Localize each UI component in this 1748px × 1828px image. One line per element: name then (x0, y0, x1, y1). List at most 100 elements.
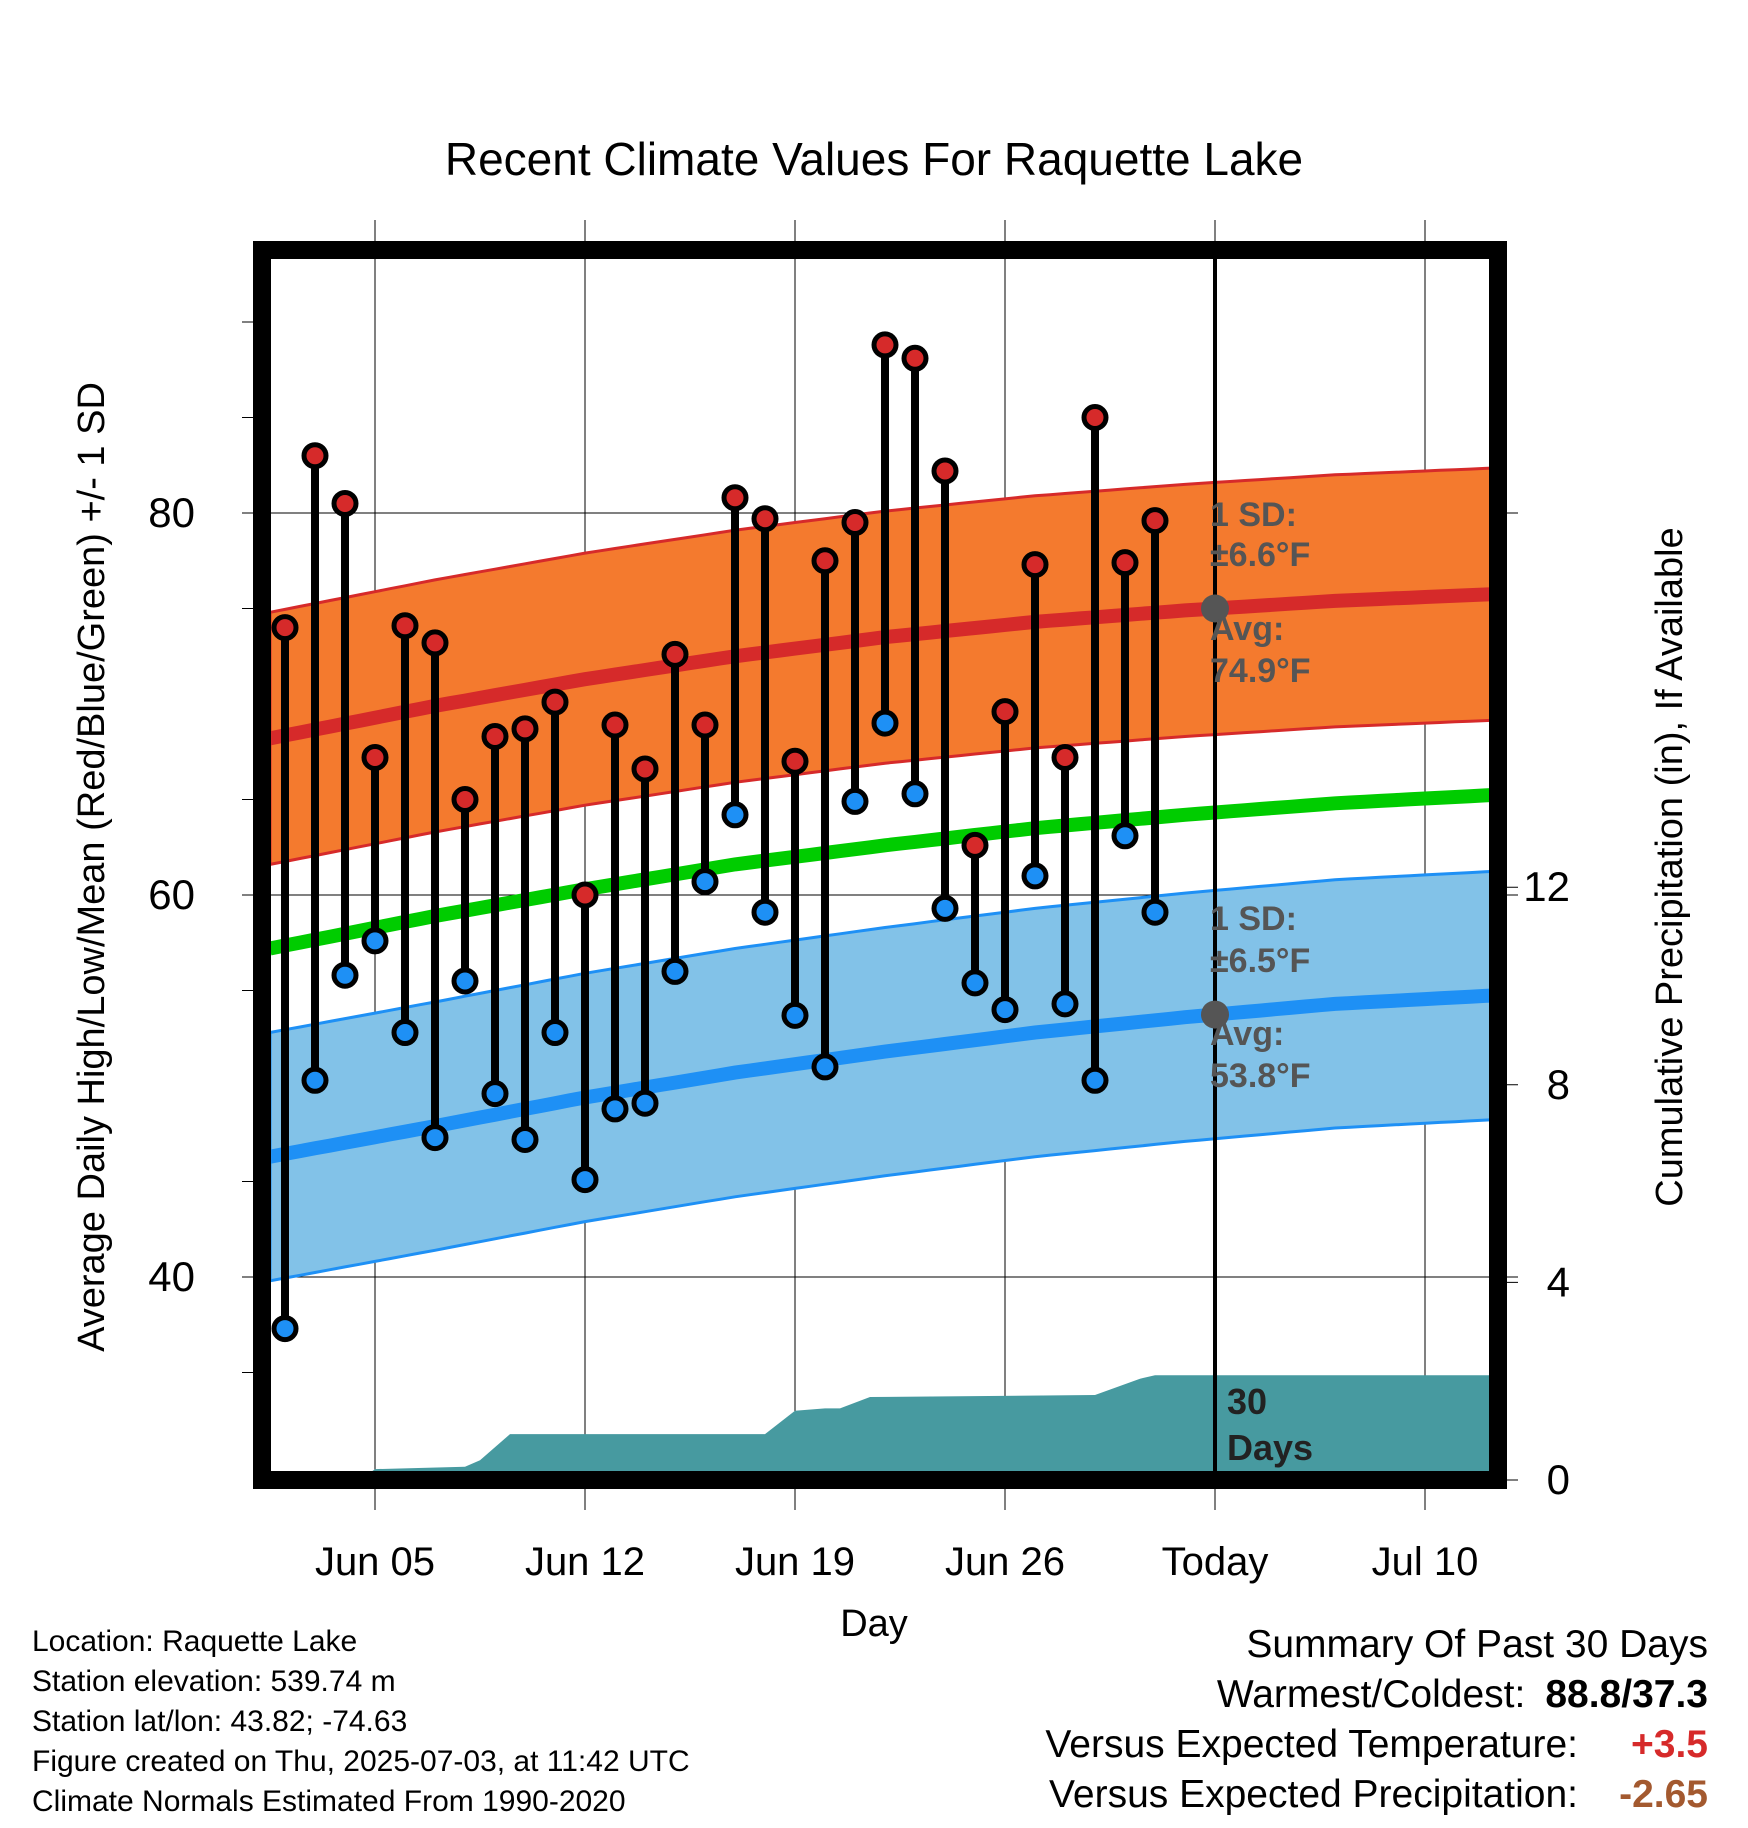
observed-high-point-3 (361, 743, 389, 771)
plot-frame (253, 241, 1507, 1489)
cumulative-precip-area (360, 1375, 1498, 1480)
y-axis-label-right: Cumulative Precipitation (in), If Availa… (1649, 527, 1691, 1206)
observed-high-point-20 (871, 331, 899, 359)
observed-high-point-28 (1111, 549, 1139, 577)
y-axis-label-left: Average Daily High/Low/Mean (Red/Blue/Gr… (71, 382, 113, 1352)
elevation-text: Station elevation: 539.74 m (32, 1665, 396, 1698)
observed-low-point-4 (391, 1019, 419, 1047)
precip-value: -2.65 (1619, 1773, 1708, 1816)
observed-low-point-11 (601, 1095, 629, 1123)
observed-low-point-15 (721, 801, 749, 829)
low-avg-value: 53.8°F (1210, 1057, 1311, 1095)
today-marker (1201, 250, 1229, 1480)
station-info: Location: Raquette Lake Station elevatio… (32, 1622, 690, 1822)
low-avg-label: Avg: (1210, 1015, 1284, 1053)
observed-high-point-6 (451, 786, 479, 813)
observed-low-point-5 (421, 1124, 449, 1152)
observed-low-point-8 (511, 1125, 539, 1153)
observed-low-point-16 (751, 898, 779, 926)
warmest-value: 88.8/37.3 (1545, 1673, 1708, 1716)
observed-high-point-4 (391, 612, 419, 640)
observed-low-point-7 (481, 1080, 509, 1108)
latlon-text: Station lat/lon: 43.82; -74.63 (32, 1705, 408, 1738)
low-sd-value: ±6.5°F (1210, 942, 1310, 980)
low-sd-band (268, 869, 1498, 1283)
observed-high-point-16 (751, 505, 779, 533)
x-tick-label-1: Jun 12 (525, 1540, 645, 1584)
observed-high-point-12 (631, 755, 659, 783)
observed-high-point-25 (1021, 551, 1049, 579)
observed-high-point-26 (1051, 743, 1079, 771)
x-axis-label: Day (840, 1603, 908, 1645)
observed-low-point-12 (631, 1089, 659, 1117)
y-tick-label-right-3: 12 (1523, 863, 1570, 910)
precip-days-count: 30 (1227, 1381, 1267, 1422)
observed-low-point-20 (871, 709, 899, 737)
today-low-avg-marker (1201, 1000, 1229, 1029)
observed-low-point-13 (661, 957, 689, 985)
observed-low-point-10 (571, 1166, 599, 1194)
y-tick-label-right-0: 0 (1547, 1456, 1570, 1503)
observed-low-point-18 (811, 1053, 839, 1081)
high-sd-label: 1 SD: (1210, 496, 1297, 534)
observed-low-point-17 (781, 1001, 809, 1029)
observed-low-point-6 (451, 967, 479, 995)
observed-low-point-27 (1081, 1066, 1109, 1094)
observed-low-point-9 (541, 1019, 569, 1047)
observed-high-point-23 (961, 831, 989, 859)
precipitation-area (360, 1375, 1498, 1480)
observed-high-point-17 (781, 747, 809, 775)
summary-precip-row: Versus Expected Precipitation: -2.65 (708, 1770, 1708, 1820)
normal-high-line (268, 586, 1498, 746)
normal-low-line (268, 988, 1498, 1164)
observed-high-point-9 (541, 688, 569, 716)
observed-low-point-25 (1021, 862, 1049, 890)
observed-high-point-14 (691, 711, 719, 739)
observed-high-point-29 (1141, 507, 1169, 535)
observed-low-point-22 (931, 894, 959, 922)
created-text: Figure created on Thu, 2025-07-03, at 11… (32, 1745, 690, 1778)
observed-low-point-28 (1111, 822, 1139, 850)
observed-high-point-24 (991, 698, 1019, 726)
observed-high-point-5 (421, 629, 449, 657)
x-tick-label-0: Jun 05 (315, 1540, 435, 1584)
y-tick-label-left-2: 80 (148, 489, 195, 536)
observed-low-point-24 (991, 996, 1019, 1024)
warmest-label: Warmest/Coldest: (1216, 1673, 1526, 1716)
y-tick-label-left-1: 60 (148, 871, 195, 918)
temp-value: +3.5 (1631, 1723, 1708, 1766)
observed-high-point-10 (571, 881, 599, 909)
normal-mean-line (268, 787, 1498, 956)
observed-low-point-1 (301, 1066, 329, 1094)
observed-temperatures (271, 331, 1169, 1343)
chart-title: Recent Climate Values For Raquette Lake (445, 133, 1303, 185)
observed-low-point-23 (961, 969, 989, 997)
summary-panel: Summary Of Past 30 Days Warmest/Coldest:… (708, 1620, 1708, 1820)
observed-high-point-27 (1081, 404, 1109, 431)
observed-low-point-19 (841, 787, 869, 815)
axes: Jun 05 Jun 12 Jun 19 Jun 26 Today Jul 1040608… (148, 321, 1570, 1584)
summary-warmest-row: Warmest/Coldest: 88.8/37.3 (708, 1670, 1708, 1720)
high-sd-value: ±6.6°F (1210, 536, 1310, 574)
observed-high-point-2 (331, 489, 359, 517)
location-text: Location: Raquette Lake (32, 1625, 358, 1658)
observed-high-point-1 (301, 442, 329, 470)
high-avg-value: 74.9°F (1210, 652, 1311, 690)
observed-low-point-21 (901, 780, 929, 808)
summary-temp-row: Versus Expected Temperature: +3.5 (708, 1720, 1708, 1770)
observed-high-point-7 (481, 722, 509, 750)
low-sd-label: 1 SD: (1210, 900, 1297, 938)
summary-heading: Summary Of Past 30 Days (1246, 1623, 1708, 1666)
normal-bands (268, 466, 1498, 1283)
y-tick-label-left-0: 40 (148, 1253, 195, 1300)
observed-high-point-8 (511, 715, 539, 743)
observed-low-point-3 (361, 927, 389, 955)
high-avg-label: Avg: (1210, 610, 1284, 648)
observed-high-point-19 (841, 509, 869, 537)
observed-high-point-11 (601, 711, 629, 739)
x-tick-label-3: Jun 26 (945, 1540, 1065, 1584)
today-high-avg-marker (1201, 594, 1229, 623)
normals-text: Climate Normals Estimated From 1990-2020 (32, 1785, 626, 1818)
